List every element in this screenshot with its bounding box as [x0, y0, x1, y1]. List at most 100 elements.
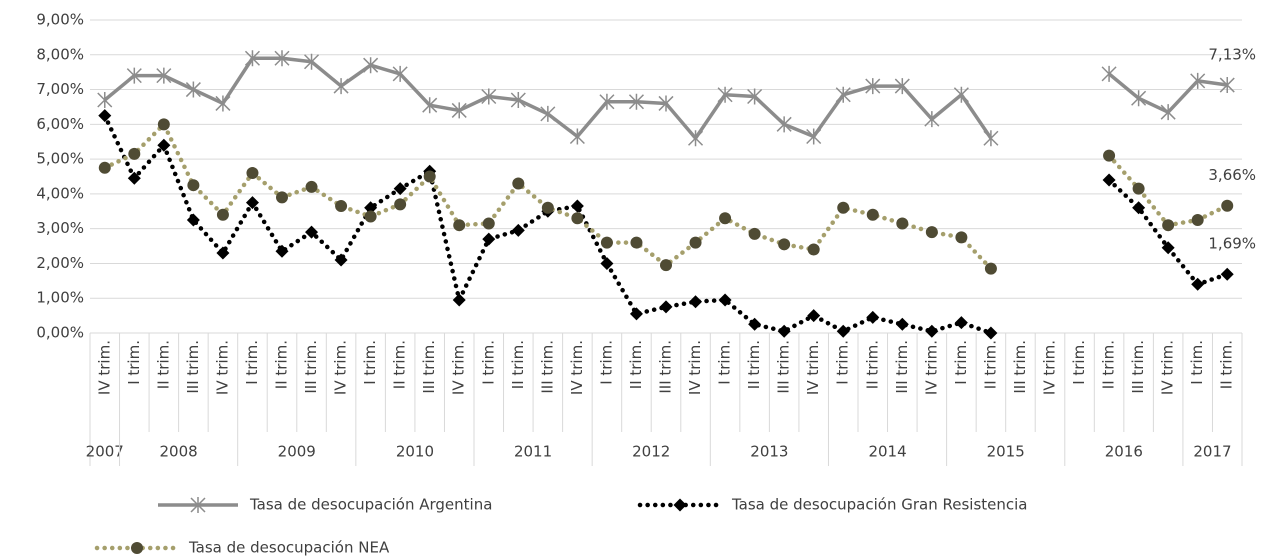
x-tick-label: II trim.	[509, 340, 527, 389]
x-tick-label: IV trim.	[332, 340, 350, 395]
x-tick-label: III trim.	[184, 340, 202, 394]
data-point	[512, 177, 525, 190]
x-tick-label: II trim.	[1218, 340, 1236, 389]
data-point	[895, 317, 909, 331]
data-point	[660, 259, 672, 272]
y-tick-label: 4,00%	[36, 184, 84, 202]
data-label: 1,69%	[1208, 235, 1256, 253]
x-tick-label: I trim.	[716, 340, 734, 385]
x-tick-label: IV trim.	[450, 340, 468, 395]
data-point	[599, 93, 615, 110]
data-point	[569, 128, 585, 145]
x-group-label: 2017	[1193, 443, 1231, 461]
data-point	[216, 246, 230, 260]
data-point	[304, 53, 320, 70]
x-tick-label: IV trim.	[95, 340, 113, 395]
data-point	[835, 86, 851, 103]
data-point	[954, 316, 968, 330]
data-point	[1102, 173, 1116, 187]
x-tick-label: III trim.	[1129, 340, 1147, 394]
data-point	[334, 253, 348, 267]
legend-marker	[673, 498, 687, 512]
x-tick-label: III trim.	[420, 340, 438, 394]
legend-label: Tasa de desocupación Argentina	[249, 496, 492, 514]
data-point	[482, 232, 496, 246]
x-tick-label: I trim.	[1070, 340, 1088, 385]
x-tick-label: III trim.	[302, 340, 320, 394]
x-tick-label: IV trim.	[922, 340, 940, 395]
data-point	[719, 212, 732, 225]
data-point	[658, 95, 674, 112]
y-tick-label: 1,00%	[36, 289, 84, 307]
data-point	[953, 86, 969, 103]
x-tick-label: I trim.	[361, 340, 379, 385]
data-point	[571, 212, 584, 225]
series-line	[102, 113, 1230, 336]
x-tick-label: I trim.	[479, 340, 497, 385]
data-point	[451, 102, 467, 119]
x-tick-label: IV trim.	[213, 340, 231, 395]
x-tick-label: II trim.	[273, 340, 291, 389]
data-point	[423, 170, 436, 183]
x-tick-label: II trim.	[981, 340, 999, 389]
data-point	[1160, 104, 1176, 121]
data-point	[185, 81, 201, 98]
data-point	[157, 138, 171, 152]
data-point	[659, 300, 673, 314]
data-point	[126, 67, 142, 84]
data-point	[98, 109, 112, 123]
legend-marker	[190, 497, 206, 513]
data-point	[955, 231, 968, 244]
x-group-label: 2011	[514, 443, 552, 461]
data-point	[1132, 182, 1145, 195]
x-group-label: 2009	[278, 443, 316, 461]
x-group-label: 2014	[868, 443, 906, 461]
data-point	[777, 324, 791, 338]
data-point	[422, 97, 438, 114]
x-tick-label: III trim.	[538, 340, 556, 394]
data-point	[394, 198, 407, 211]
x-group-label: 2012	[632, 443, 670, 461]
data-point	[157, 118, 170, 131]
data-point	[97, 91, 113, 108]
data-point	[275, 244, 289, 258]
x-tick-label: II trim.	[745, 340, 763, 389]
data-point	[1162, 219, 1175, 232]
data-point	[540, 105, 556, 122]
data-point	[747, 88, 763, 105]
data-point	[156, 67, 172, 84]
data-point	[364, 210, 377, 223]
data-point	[600, 236, 613, 249]
data-point	[807, 309, 821, 323]
data-point	[983, 130, 999, 147]
data-point	[984, 326, 998, 340]
data-point	[510, 91, 526, 108]
data-point	[896, 217, 909, 230]
data-point	[865, 78, 881, 95]
x-tick-label: IV trim.	[686, 340, 704, 395]
data-point	[836, 324, 850, 338]
data-point	[363, 57, 379, 74]
data-point	[630, 236, 643, 249]
x-group-label: 2015	[987, 443, 1025, 461]
data-point	[392, 65, 408, 82]
data-point	[305, 225, 319, 239]
data-point	[511, 223, 525, 237]
x-tick-label: II trim.	[391, 340, 409, 389]
x-tick-label: I trim.	[125, 340, 143, 385]
x-group-label: 2008	[160, 443, 198, 461]
data-point	[246, 167, 259, 180]
data-point	[778, 238, 791, 251]
data-point	[866, 208, 879, 221]
data-point	[333, 78, 349, 95]
data-point	[688, 130, 704, 147]
data-point	[1131, 90, 1147, 107]
data-point	[216, 208, 229, 221]
x-tick-label: IV trim.	[804, 340, 822, 395]
data-point	[689, 295, 703, 309]
data-point	[1191, 213, 1204, 226]
data-point	[866, 310, 880, 324]
legend-marker	[131, 542, 143, 554]
data-point	[1191, 277, 1205, 291]
